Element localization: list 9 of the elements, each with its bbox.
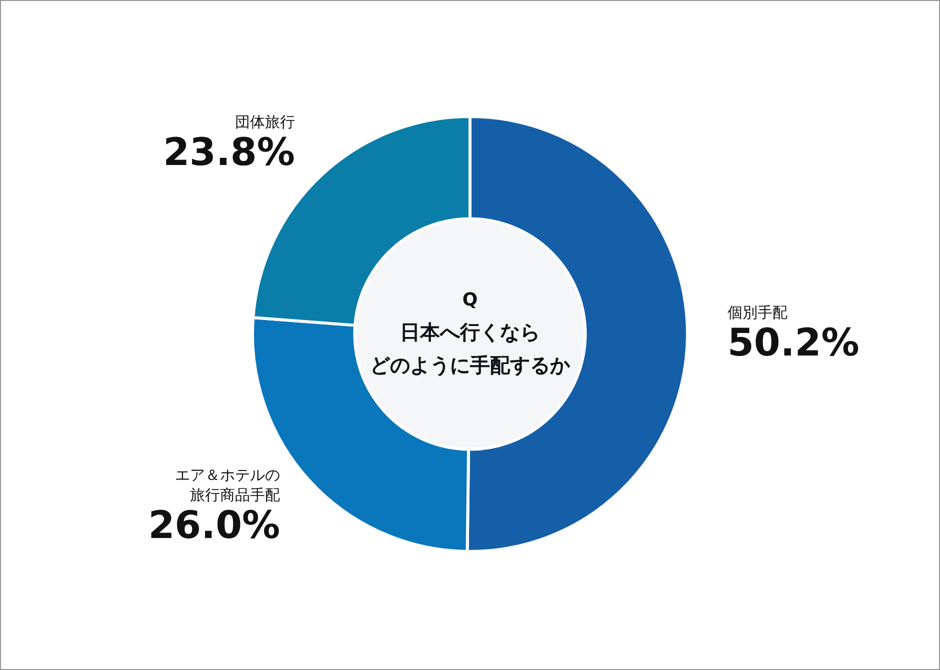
data-label: 26.0% bbox=[148, 502, 280, 547]
text: どのように手配するか bbox=[370, 353, 571, 378]
slice-label: 団体旅行 bbox=[234, 113, 295, 132]
text: Q bbox=[462, 290, 478, 311]
text: 日本へ行くなら bbox=[400, 320, 540, 344]
slice-label: 個別手配 bbox=[727, 304, 788, 322]
data-label: 23.8% bbox=[163, 130, 295, 174]
slice-label: エア＆ホテルの旅行商品手配 bbox=[175, 466, 280, 504]
data-label: 50.2% bbox=[727, 320, 860, 364]
